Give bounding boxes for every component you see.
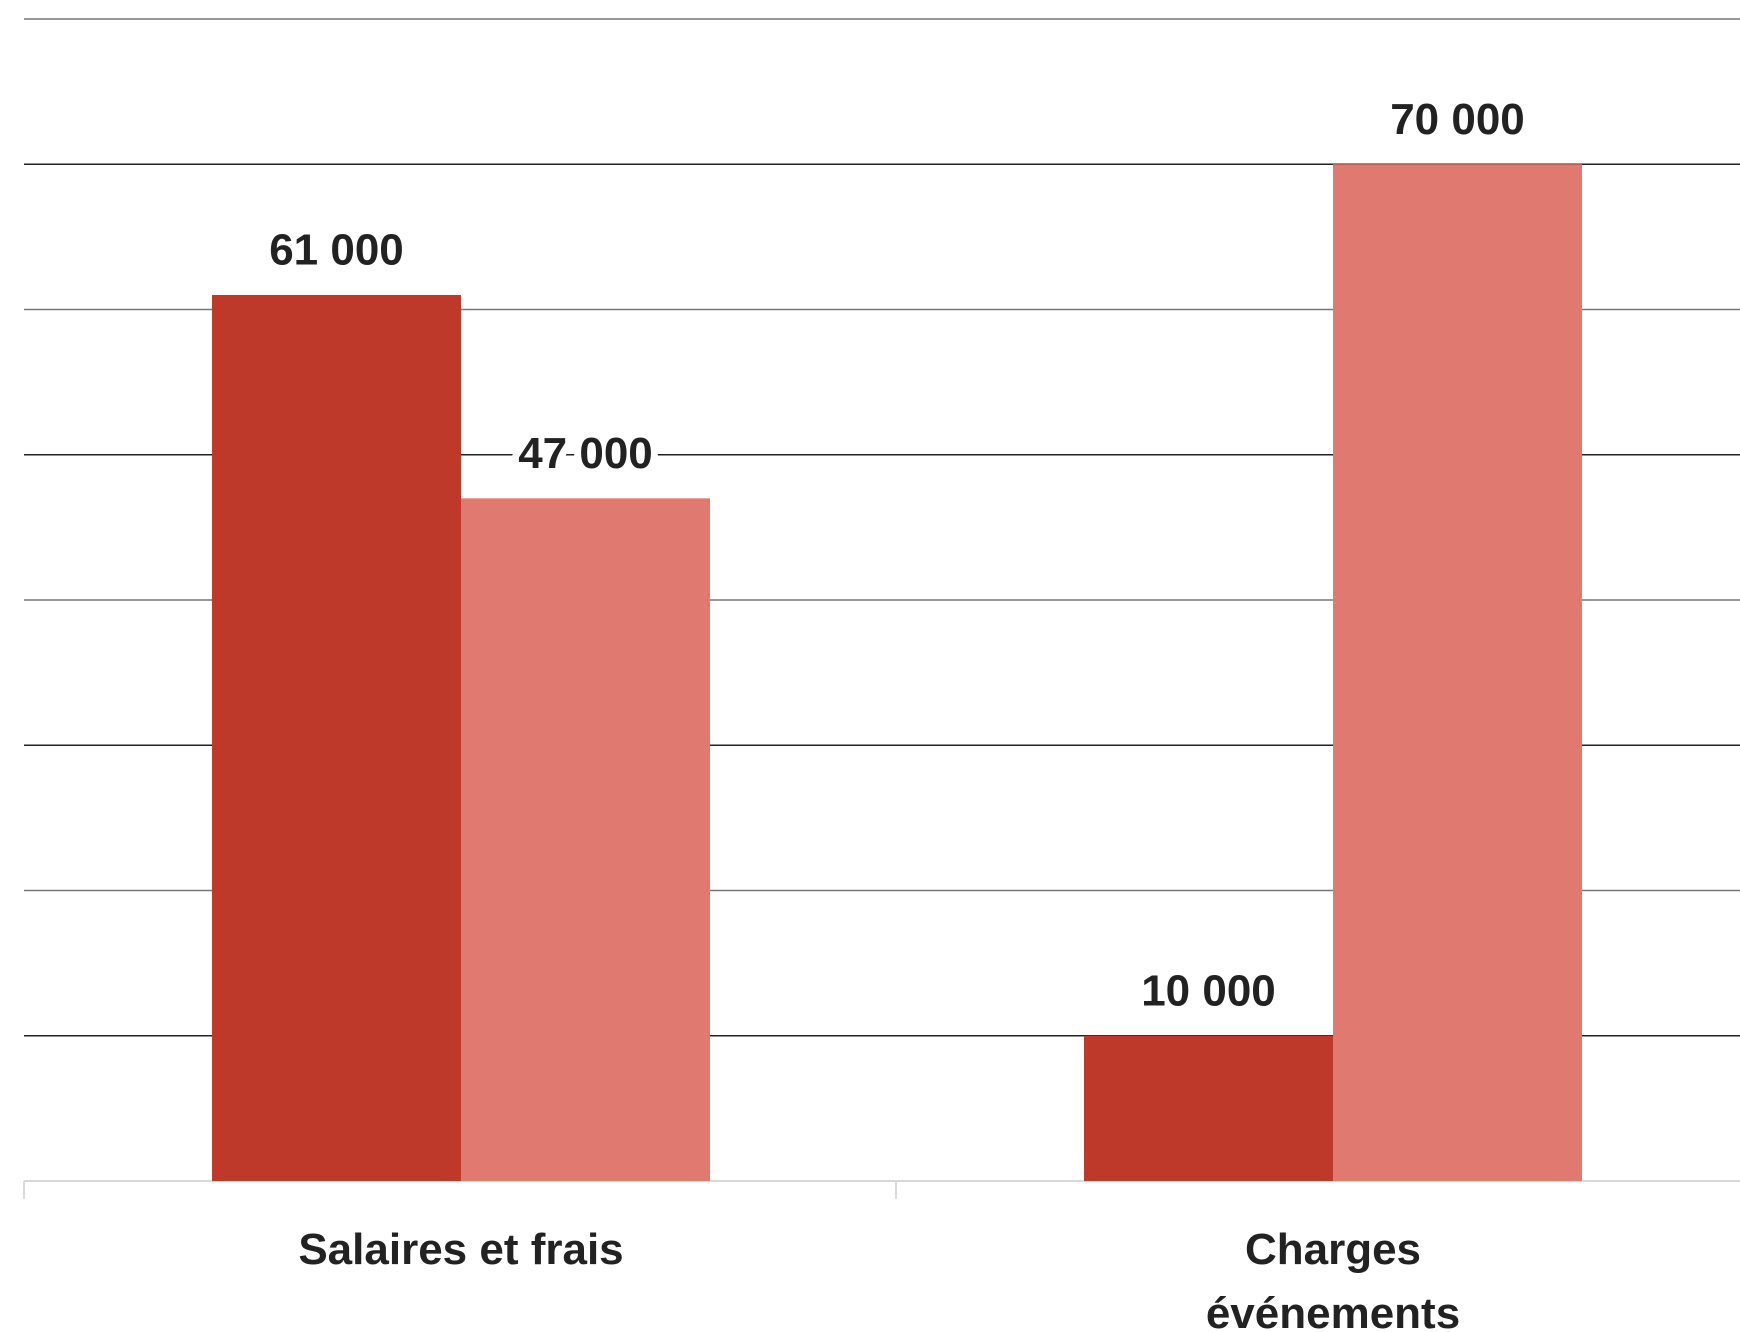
bar	[212, 294, 461, 1182]
data-label: 47 000	[518, 429, 653, 478]
bar	[1084, 1035, 1333, 1181]
data-label: 61 000	[269, 226, 404, 275]
data-label: 70 000	[1390, 95, 1525, 144]
bar	[461, 498, 710, 1181]
x-tick-label: Salaires et frais	[298, 1225, 624, 1274]
bar	[1333, 164, 1582, 1181]
data-label: 10 000	[1141, 966, 1276, 1015]
x-tick-label: Charges événements	[1205, 1225, 1461, 1332]
